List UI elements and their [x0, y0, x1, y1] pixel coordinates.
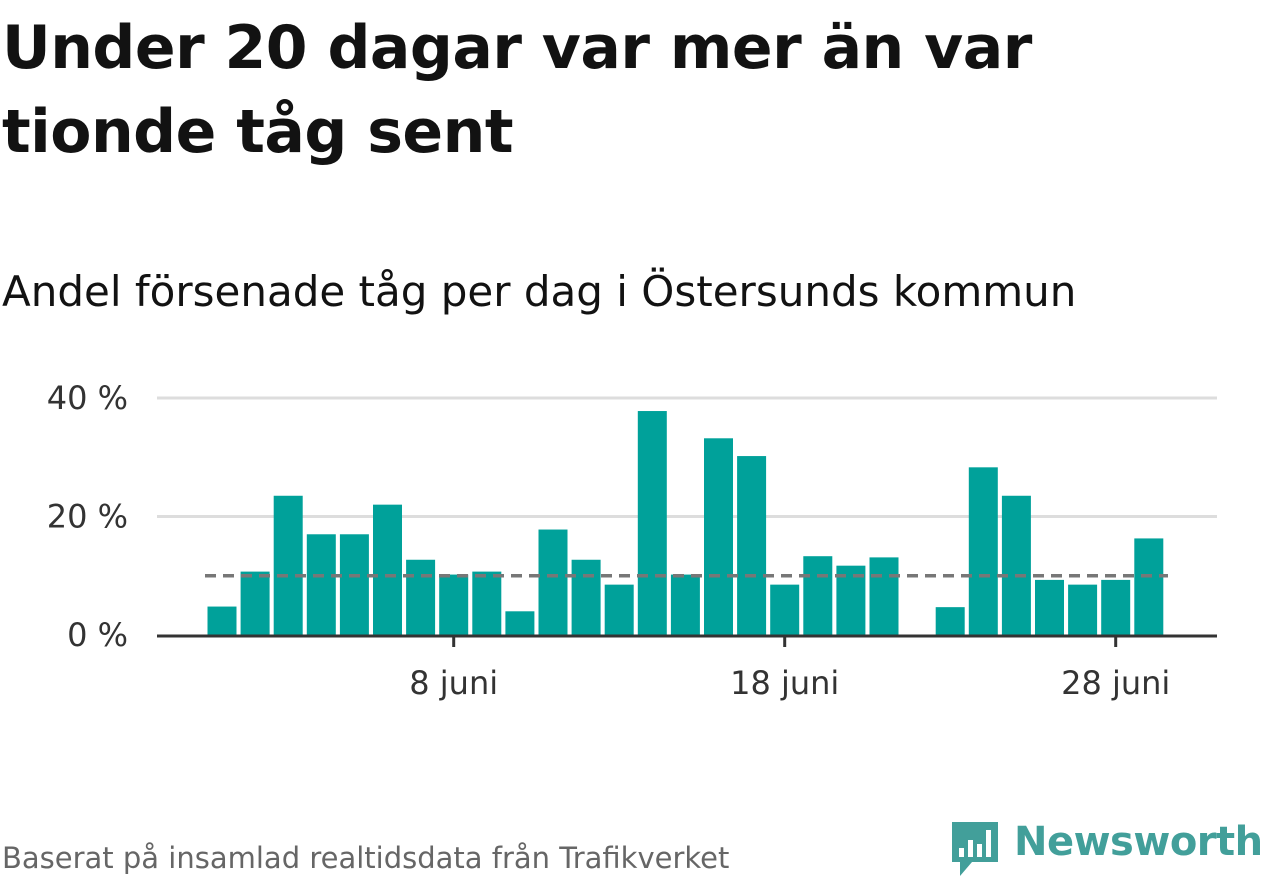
bars: [207, 411, 1164, 635]
chart-title: Under 20 dagar var mer än var tionde tåg…: [2, 13, 1032, 167]
y-tick-label: 40 %: [47, 379, 128, 417]
bar: [604, 584, 634, 635]
newsworthy-logo: Newsworthy: [950, 818, 1262, 878]
bar: [704, 438, 733, 635]
bar: [1068, 584, 1098, 635]
bar: [339, 534, 369, 635]
gridlines: [157, 396, 1217, 518]
bar: [439, 574, 469, 635]
bar: [273, 495, 303, 635]
y-tick-label: 0 %: [67, 616, 128, 654]
bar: [240, 571, 270, 635]
bar: [1001, 495, 1031, 635]
chart-speech-bubble-icon: [952, 822, 998, 876]
bar: [1134, 538, 1164, 635]
x-tick-label: 8 juni: [409, 664, 498, 702]
bar: [538, 529, 568, 635]
x-axis: [157, 634, 1217, 647]
x-tick-label: 18 juni: [730, 664, 839, 702]
bar: [803, 556, 833, 635]
bar: [207, 606, 237, 635]
bar: [1035, 579, 1064, 635]
bar: [406, 559, 436, 635]
chart-subtitle: Andel försenade tåg per dag i Östersunds…: [2, 267, 1077, 316]
tick-labels: 0 % 20 % 40 % 8 juni 18 juni 28 juni: [47, 379, 1171, 702]
x-tick-label: 28 juni: [1061, 664, 1170, 702]
logo-text: Newsworthy: [1014, 819, 1262, 865]
y-tick-label: 20 %: [47, 498, 128, 536]
bar: [373, 504, 402, 635]
source-note: Baserat på insamlad realtidsdata från Tr…: [2, 841, 730, 875]
bar: [306, 534, 336, 635]
bar: [737, 456, 767, 635]
bar: [770, 584, 800, 635]
bar: [472, 571, 502, 635]
bar: [571, 559, 601, 635]
bar: [637, 411, 667, 635]
bar: [505, 611, 535, 635]
bar: [968, 467, 998, 635]
bar: [869, 557, 899, 635]
bar: [935, 607, 965, 635]
bar: [670, 574, 700, 635]
bar: [1101, 579, 1131, 635]
